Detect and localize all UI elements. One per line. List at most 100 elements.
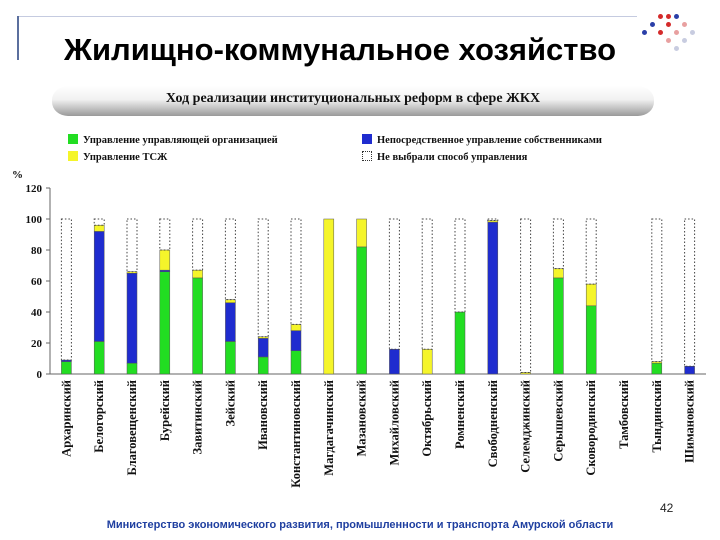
x-category-label: Серышевский xyxy=(551,380,565,462)
bar-segment-4-8 xyxy=(290,218,302,325)
legend-swatch-blue xyxy=(362,134,372,144)
bar-segment-4-20 xyxy=(684,218,696,367)
x-category-label: Мазановский xyxy=(355,380,369,457)
title-rule-left xyxy=(17,16,19,60)
bar-segment-3-17 xyxy=(585,283,597,307)
y-axis-label: % xyxy=(12,169,23,181)
bar-segment-1-2 xyxy=(93,341,105,375)
y-tick-label: 100 xyxy=(26,214,43,226)
bar-segment-2-20 xyxy=(684,366,695,375)
bar-segment-3-8 xyxy=(290,324,302,331)
x-category-label: Магдагачинский xyxy=(322,380,336,476)
x-category-label: Свободненский xyxy=(486,380,500,467)
bar-segment-2-6 xyxy=(225,302,236,342)
bar-segment-1-4 xyxy=(159,271,171,375)
x-category-label: Завитинский xyxy=(191,380,205,455)
x-category-label: Зейский xyxy=(223,380,237,427)
x-category-label: Михайловский xyxy=(387,380,401,466)
bar-segment-4-11 xyxy=(388,218,400,350)
legend-item-tsg: Управление ТСЖ xyxy=(68,151,167,163)
x-category-label: Архаринский xyxy=(59,380,73,457)
bars xyxy=(60,218,696,375)
bar-segment-4-6 xyxy=(224,218,236,301)
x-category-label: Тамбовский xyxy=(617,380,631,449)
legend-label: Управление ТСЖ xyxy=(83,152,168,163)
bar-segment-4-5 xyxy=(192,218,204,271)
legend-item-direct: Непосредственное управление собственника… xyxy=(362,134,602,146)
bar-segment-1-17 xyxy=(585,305,597,375)
bar-segment-2-7 xyxy=(257,338,269,358)
bar-segment-2-1 xyxy=(61,359,72,362)
legend-swatch-dotted xyxy=(362,151,372,161)
bar-segment-4-3 xyxy=(126,218,138,273)
x-category-label: Селемджинский xyxy=(519,380,533,473)
bar-segment-3-10 xyxy=(356,218,367,248)
legend-swatch-yellow xyxy=(68,151,78,161)
legend-item-not-chosen: Не выбрали способ управления xyxy=(362,151,527,163)
footer-text: Министерство экономического развития, пр… xyxy=(106,519,614,531)
x-category-label: Белогорский xyxy=(92,380,106,453)
bar-segment-1-5 xyxy=(192,277,203,375)
bar-segment-4-17 xyxy=(585,218,597,285)
bar-segment-4-13 xyxy=(454,218,466,313)
legend-label: Непосредственное управление собственника… xyxy=(377,135,602,146)
bar-segment-4-2 xyxy=(93,218,105,226)
bar-segment-4-14 xyxy=(487,218,499,222)
bar-segment-2-14 xyxy=(487,221,499,375)
bar-segment-1-8 xyxy=(290,350,302,375)
legend-item-managing-org: Управление управляющей организацией xyxy=(68,134,278,146)
x-axis-labels: Архаринский Белогорский Благовещенский Буре… xyxy=(59,380,696,488)
bar-segment-1-3 xyxy=(126,362,138,375)
x-category-label: Тындинский xyxy=(650,380,664,453)
bar-segment-4-4 xyxy=(159,218,171,251)
bar-segment-4-15 xyxy=(520,218,532,373)
y-tick-label: 0 xyxy=(37,369,43,381)
x-category-label: Ромненский xyxy=(453,380,467,449)
bar-segment-1-1 xyxy=(61,361,72,375)
bar-segment-4-7 xyxy=(257,218,269,338)
bar-segment-1-19 xyxy=(651,362,663,375)
bar-segment-3-12 xyxy=(421,348,433,375)
bar-segment-1-7 xyxy=(257,356,269,375)
x-category-label: Октябрьский xyxy=(420,380,434,457)
bar-segment-4-1 xyxy=(60,218,72,361)
y-tick-label: 120 xyxy=(26,183,43,195)
y-tick-label: 60 xyxy=(31,276,43,288)
bar-segment-3-4 xyxy=(159,249,171,271)
legend-label: Не выбрали способ управления xyxy=(377,152,528,163)
x-category-label: Бурейский xyxy=(158,380,172,441)
bar-segment-1-13 xyxy=(454,311,466,375)
x-category-label: Благовещенский xyxy=(125,380,139,475)
bar-segment-3-7 xyxy=(257,336,269,339)
y-axis-ticks: 0 20 40 60 80 100 120 xyxy=(26,183,706,381)
bar-segment-2-3 xyxy=(126,273,138,364)
bar-segment-2-11 xyxy=(389,348,400,375)
title-rule-top xyxy=(17,16,637,17)
legend-swatch-green xyxy=(68,134,78,144)
bar-segment-3-5 xyxy=(192,269,203,279)
bar-segment-3-16 xyxy=(553,268,564,279)
chart-title-banner xyxy=(52,86,654,116)
page-number: 42 xyxy=(660,501,674,515)
bar-segment-4-19 xyxy=(651,218,663,363)
x-category-label: Ивановский xyxy=(256,380,270,450)
page-title: Жилищно-коммунальное хозяйство xyxy=(63,32,617,67)
bar-segment-2-8 xyxy=(290,330,302,352)
bar-segment-1-16 xyxy=(553,277,564,375)
bar-segment-3-2 xyxy=(93,224,105,232)
bar-segment-3-14 xyxy=(487,220,499,223)
y-tick-label: 40 xyxy=(31,307,43,319)
chart-title: Ход реализации институциональных реформ … xyxy=(165,91,541,106)
bar-segment-1-10 xyxy=(356,246,367,375)
bar-segment-2-2 xyxy=(93,231,105,342)
bar-segment-4-16 xyxy=(552,218,564,270)
x-category-label: Шимановский xyxy=(683,380,697,463)
legend-label: Управление управляющей организацией xyxy=(83,135,278,146)
x-category-label: Сковородинский xyxy=(584,380,598,476)
y-tick-label: 80 xyxy=(31,245,43,257)
bar-segment-4-12 xyxy=(421,218,433,350)
bar-segment-3-9 xyxy=(323,218,335,375)
x-category-label: Константиновский xyxy=(289,380,303,488)
bar-segment-1-6 xyxy=(225,341,236,375)
